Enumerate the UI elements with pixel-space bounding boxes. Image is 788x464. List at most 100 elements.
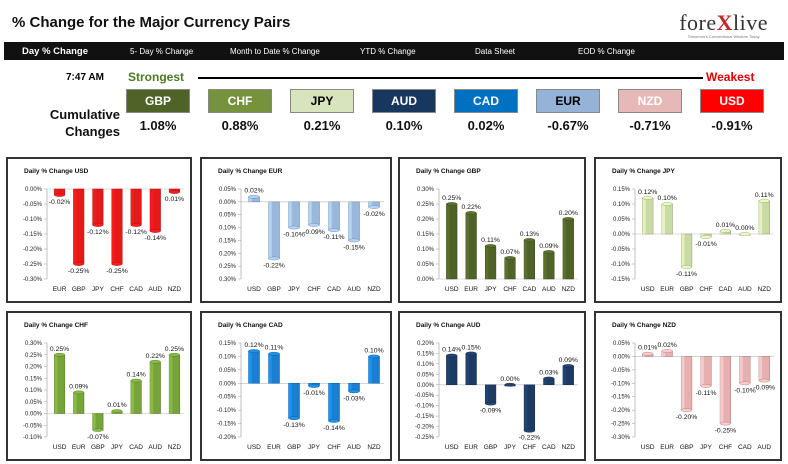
x-tick-label: EUR — [464, 286, 478, 293]
bar-nzd — [168, 352, 180, 414]
y-tick-label: -0.05% — [611, 247, 631, 253]
logo-tagline: Tomorrow's Conventional Wisdom Today — [687, 34, 760, 39]
data-label: 0.12% — [638, 189, 657, 196]
bar-highlight — [130, 380, 135, 414]
data-label: 0.12% — [244, 342, 263, 349]
y-tick-label: -0.10% — [217, 408, 237, 414]
x-tick-label: GBP — [287, 444, 301, 451]
chart-panel-cad: Daily % Change CAD 0.15% 0.10% 0.05% 0.00% -0… — [200, 311, 392, 461]
page-title: % Change for the Major Currency Pairs — [12, 14, 291, 31]
bar-highlight — [661, 351, 666, 357]
x-tick-label: JPY — [288, 286, 301, 293]
x-tick-label: CHF — [719, 444, 732, 451]
data-label: 0.14% — [442, 347, 461, 354]
data-label: 0.10% — [364, 347, 383, 354]
data-label: 0.07% — [500, 249, 519, 256]
y-tick-label: -0.25% — [415, 435, 435, 441]
chart-panel-gbp: Daily % Change GBP 0.30% 0.25% 0.20% 0.15% 0.… — [398, 157, 586, 303]
x-tick-label: USD — [445, 286, 459, 293]
bar-highlight — [328, 383, 332, 421]
y-tick-label: 0.05% — [219, 187, 237, 193]
forexlive-logo[interactable]: foreXlive Tomorrow's Conventional Wisdom… — [679, 10, 768, 39]
bar-cap — [485, 244, 497, 248]
data-label: -0.02% — [363, 211, 385, 218]
bar-highlight — [739, 356, 743, 384]
currency-code: CAD — [454, 89, 518, 113]
data-label: 0.15% — [462, 344, 481, 351]
x-tick-label: AUD — [148, 444, 162, 451]
bar-cap — [130, 223, 142, 227]
data-label: -0.15% — [343, 244, 365, 251]
nav-5day-change[interactable]: 5- Day % Change — [130, 46, 194, 56]
y-tick-label: 0.20% — [219, 251, 237, 257]
y-tick-label: 0.25% — [219, 264, 237, 270]
bar-highlight — [720, 356, 724, 424]
cumulative-changes-label: Cumulative Changes — [49, 107, 120, 139]
bar-nzd — [168, 188, 180, 194]
chart-eur: Daily % Change EUR 0.05% 0.00% 0.05% 0.10% 0.… — [218, 168, 385, 293]
bar-cap — [308, 384, 320, 388]
data-label: -0.09% — [754, 385, 776, 392]
chart-title: Daily % Change GBP — [416, 168, 481, 175]
x-tick-label: CHF — [503, 286, 516, 293]
currency-cell-cad: CAD 0.02% — [454, 89, 518, 139]
y-tick-label: 0.00% — [417, 277, 435, 283]
data-label: -0.13% — [283, 422, 305, 429]
nav-mtd-change[interactable]: Month to Date % Change — [230, 46, 320, 56]
bar-nzd — [368, 354, 380, 384]
bar-usd — [446, 353, 458, 386]
bar-aud — [758, 356, 770, 383]
x-tick-label: CAD — [129, 286, 143, 293]
currency-code: USD — [700, 89, 764, 113]
x-tick-label: CAD — [327, 286, 341, 293]
bar-nzd — [562, 364, 574, 386]
data-label: 0.25% — [50, 346, 69, 353]
bar-highlight — [268, 353, 272, 384]
y-tick-label: -0.05% — [415, 393, 435, 399]
x-tick-label: AUD — [347, 444, 361, 451]
bar-cap — [328, 228, 340, 232]
currency-code: NZD — [618, 89, 682, 113]
bar-highlight — [524, 384, 528, 431]
x-tick-label: CAD — [129, 444, 143, 451]
bar-highlight — [248, 351, 252, 384]
chart-panel-eur: Daily % Change EUR 0.05% 0.00% 0.05% 0.10% 0.… — [200, 157, 392, 303]
bar-highlight — [348, 383, 352, 392]
nav-ytd-change[interactable]: YTD % Change — [360, 46, 416, 56]
data-label: 0.01% — [716, 222, 735, 229]
currency-value: -0.67% — [547, 117, 589, 133]
bar-highlight — [54, 189, 58, 195]
bar-highlight — [368, 356, 372, 384]
nav-eod-change[interactable]: EOD % Change — [578, 46, 635, 56]
currency-code: GBP — [126, 89, 190, 113]
x-tick-label: USD — [53, 444, 67, 451]
bar-gbp — [680, 356, 693, 412]
bar-highlight — [758, 201, 763, 234]
y-tick-label: -0.25% — [611, 422, 631, 428]
x-tick-label: GBP — [267, 286, 281, 293]
bar-highlight — [700, 356, 704, 386]
y-tick-label: 0.00% — [25, 412, 43, 418]
bar-chf — [719, 356, 732, 426]
data-label: 0.09% — [559, 357, 578, 364]
x-tick-label: NZD — [367, 286, 381, 293]
nav-day-change[interactable]: Day % Change — [22, 45, 88, 57]
nav-data-sheet[interactable]: Data Sheet — [475, 46, 516, 56]
x-tick-label: CHF — [523, 444, 536, 451]
bar-cap — [111, 409, 123, 413]
bar-cap — [661, 202, 673, 206]
bar-aud — [543, 250, 555, 280]
bar-jpy — [308, 383, 320, 388]
x-tick-label: CAD — [523, 286, 537, 293]
y-tick-label: 0.25% — [417, 202, 435, 208]
currency-cell-usd: USD -0.91% — [700, 89, 764, 139]
data-label: -0.14% — [145, 235, 167, 242]
y-tick-label: 0.15% — [219, 238, 237, 244]
chart-title: Daily % Change USD — [24, 168, 89, 175]
y-tick-label: 0.00% — [219, 381, 237, 387]
bar-cap — [642, 351, 654, 356]
bar-highlight — [720, 231, 724, 234]
bar-cap — [523, 238, 535, 242]
bar-highlight — [169, 189, 173, 192]
bar-usd — [642, 351, 654, 357]
